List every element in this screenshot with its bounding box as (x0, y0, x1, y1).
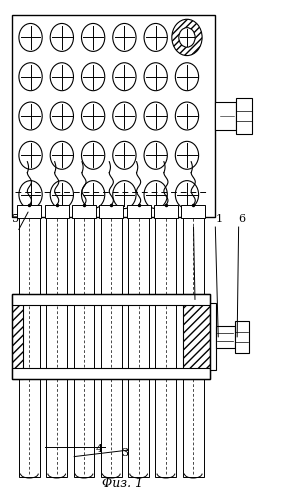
Ellipse shape (144, 102, 167, 130)
Text: 4: 4 (96, 444, 103, 454)
Bar (127, 205, 150, 218)
Ellipse shape (81, 141, 105, 169)
Bar (154, 205, 178, 218)
Bar (12, 294, 23, 379)
Bar (216, 326, 235, 348)
Ellipse shape (113, 181, 136, 209)
Bar (45, 205, 69, 218)
Bar (19, 207, 40, 477)
Ellipse shape (175, 102, 198, 130)
Text: Φиз. 1: Φиз. 1 (102, 477, 143, 490)
Text: 1: 1 (215, 214, 222, 224)
Bar (74, 207, 95, 477)
Text: 5: 5 (12, 214, 19, 224)
Bar (12, 294, 210, 379)
Ellipse shape (50, 181, 74, 209)
Bar (17, 205, 41, 218)
Ellipse shape (19, 63, 42, 91)
Bar (210, 303, 216, 370)
Ellipse shape (144, 23, 167, 51)
Ellipse shape (19, 141, 42, 169)
Text: 2: 2 (194, 214, 200, 224)
Bar (12, 294, 210, 305)
Bar (12, 15, 215, 217)
Text: 6: 6 (239, 214, 246, 224)
Ellipse shape (175, 181, 198, 209)
Ellipse shape (144, 63, 167, 91)
Bar (100, 205, 123, 218)
Ellipse shape (50, 141, 74, 169)
Bar (72, 205, 96, 218)
Bar (155, 207, 176, 477)
Bar (183, 207, 204, 477)
Bar (235, 321, 249, 353)
Text: 3: 3 (121, 448, 128, 458)
Bar (12, 368, 210, 379)
Ellipse shape (179, 27, 195, 47)
Ellipse shape (81, 63, 105, 91)
Bar (101, 207, 122, 477)
Ellipse shape (19, 23, 42, 51)
Ellipse shape (81, 102, 105, 130)
Bar (210, 303, 216, 370)
Ellipse shape (50, 23, 74, 51)
Ellipse shape (81, 23, 105, 51)
Ellipse shape (144, 181, 167, 209)
Bar (215, 102, 236, 130)
Ellipse shape (113, 63, 136, 91)
Ellipse shape (50, 102, 74, 130)
Bar (236, 98, 252, 134)
Ellipse shape (113, 141, 136, 169)
Bar (128, 207, 149, 477)
Ellipse shape (175, 141, 198, 169)
Bar (181, 205, 205, 218)
Ellipse shape (113, 102, 136, 130)
Bar (183, 294, 210, 379)
Ellipse shape (81, 181, 105, 209)
Ellipse shape (144, 141, 167, 169)
Ellipse shape (19, 102, 42, 130)
Ellipse shape (175, 63, 198, 91)
Ellipse shape (113, 23, 136, 51)
Bar (46, 207, 67, 477)
Ellipse shape (19, 181, 42, 209)
Ellipse shape (50, 63, 74, 91)
